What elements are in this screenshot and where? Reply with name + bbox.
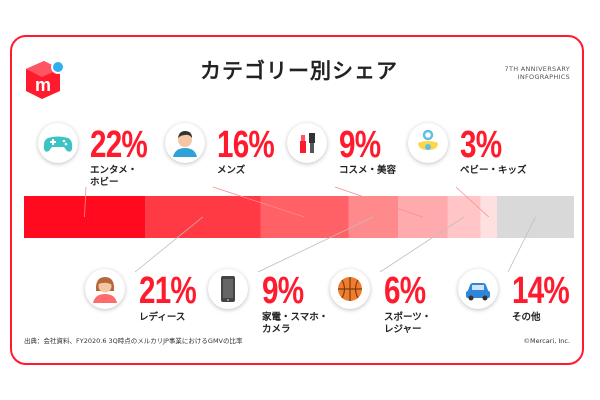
pct-label: 21%	[139, 270, 197, 312]
leader-line-0	[84, 186, 87, 218]
category-label: エンタメ・ ホビー	[90, 165, 138, 188]
basketball-icon	[330, 269, 370, 309]
pct-label: 14%	[512, 270, 570, 312]
leader-line-1	[212, 186, 305, 218]
source-note: 出典：会社資料、FY2020.6 3Q時点のメルカリJP事業におけるGMVの比率	[24, 337, 243, 345]
page-title: カテゴリー別シェア	[200, 59, 398, 83]
category-label: ベビー・キッズ	[460, 165, 527, 176]
category-label: 家電・スマホ・ カメラ	[262, 312, 329, 335]
infographic-card: m カテゴリー別シェア 7TH ANNIVERSARY INFOGRAPHICS…	[10, 35, 584, 365]
pct-label: 3%	[460, 124, 502, 166]
leader-line-2	[334, 186, 423, 218]
car-icon	[458, 269, 498, 309]
pct-label: 16%	[217, 124, 275, 166]
smartphone-icon	[208, 269, 248, 309]
leader-line-3	[455, 186, 490, 218]
pct-label: 22%	[90, 124, 148, 166]
leader-line-6	[379, 216, 465, 273]
cosmetics-icon	[287, 123, 327, 163]
man-avatar-icon	[165, 123, 205, 163]
category-label: コスメ・美容	[339, 165, 397, 176]
tagline-line-2: INFOGRAPHICS	[517, 73, 570, 81]
leader-line-5	[257, 216, 374, 273]
leader-line-7	[507, 216, 536, 273]
category-label: メンズ	[217, 165, 246, 176]
tagline-line-1: 7TH ANNIVERSARY	[504, 65, 570, 73]
category-label: レディース	[139, 312, 186, 323]
copyright: ©Mercari, Inc.	[523, 337, 570, 345]
pacifier-icon	[408, 123, 448, 163]
leader-line-4	[134, 216, 204, 273]
gamepad-icon	[38, 123, 78, 163]
woman-avatar-icon	[85, 269, 125, 309]
pct-label: 6%	[384, 270, 426, 312]
pct-label: 9%	[339, 124, 381, 166]
category-label: スポーツ・ レジャー	[384, 312, 432, 335]
mercari-logo-icon: m	[26, 60, 65, 99]
logo-letter: m	[35, 75, 51, 95]
pct-label: 9%	[262, 270, 304, 312]
category-label: その他	[512, 312, 541, 323]
tagline: 7TH ANNIVERSARY INFOGRAPHICS	[505, 65, 570, 81]
leader-lines	[84, 186, 536, 273]
